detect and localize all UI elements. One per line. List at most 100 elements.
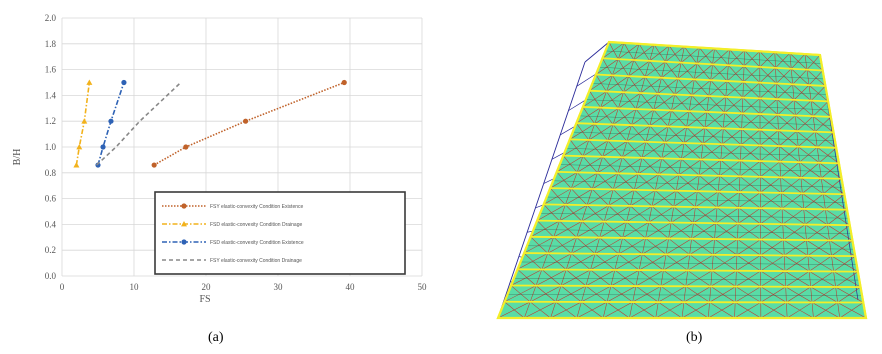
element-edge bbox=[771, 208, 783, 217]
data-point bbox=[81, 118, 88, 124]
element-edge bbox=[672, 286, 686, 295]
element-edge bbox=[783, 239, 785, 256]
element-edge bbox=[642, 109, 654, 118]
element-edge bbox=[806, 62, 814, 70]
element-edge bbox=[582, 156, 591, 165]
element-edge bbox=[571, 180, 585, 189]
element-edge bbox=[823, 193, 826, 210]
element-edge bbox=[632, 245, 643, 255]
element-edge bbox=[804, 54, 808, 70]
element-edge bbox=[728, 199, 739, 209]
legend-swatch-marker bbox=[181, 221, 187, 227]
element-edge bbox=[555, 285, 562, 302]
caption-b: (b) bbox=[686, 330, 703, 345]
element-edge bbox=[541, 253, 549, 270]
element-edge bbox=[658, 230, 669, 239]
element-edge bbox=[634, 189, 644, 199]
element-edge bbox=[770, 168, 781, 178]
element-edge bbox=[586, 204, 596, 214]
element-edge bbox=[783, 75, 793, 85]
element-edge bbox=[735, 286, 749, 295]
x-tick-label: 30 bbox=[274, 282, 284, 292]
element-edge bbox=[739, 191, 750, 201]
element-edge bbox=[655, 246, 667, 255]
element-edge bbox=[829, 240, 832, 256]
element-edge bbox=[708, 80, 711, 97]
mesh-edges bbox=[497, 41, 867, 319]
element-edge bbox=[631, 117, 643, 126]
element-edge bbox=[714, 223, 717, 240]
element-edge bbox=[640, 92, 648, 102]
element-edge bbox=[723, 112, 725, 129]
row-line bbox=[553, 180, 844, 188]
element-edge bbox=[735, 65, 745, 74]
element-edge bbox=[576, 229, 591, 238]
element-edge bbox=[600, 132, 609, 141]
element-edge bbox=[676, 190, 686, 200]
element-edge bbox=[619, 124, 632, 134]
element-edge bbox=[732, 120, 742, 130]
element-edge bbox=[649, 109, 654, 126]
element-edge bbox=[576, 164, 591, 173]
element-edge bbox=[661, 69, 672, 78]
element-edge bbox=[629, 92, 641, 101]
element-edge bbox=[677, 78, 685, 88]
element-edge bbox=[590, 261, 605, 271]
element-edge bbox=[570, 285, 587, 295]
element-edge bbox=[563, 180, 572, 189]
element-edge bbox=[769, 130, 779, 139]
element-edge bbox=[538, 236, 554, 246]
element-edge bbox=[825, 132, 834, 140]
element-edge bbox=[610, 269, 616, 287]
element-edge bbox=[735, 278, 749, 287]
element-edge bbox=[560, 277, 577, 286]
element-edge bbox=[697, 175, 700, 192]
element-edge bbox=[687, 70, 695, 80]
element-edge bbox=[731, 136, 742, 146]
element-edge bbox=[655, 238, 669, 247]
element-edge bbox=[576, 147, 584, 157]
element-edge bbox=[759, 98, 769, 107]
element-edge bbox=[806, 69, 810, 86]
element-edge bbox=[668, 118, 679, 127]
element-edge bbox=[700, 143, 704, 160]
element-edge bbox=[607, 140, 616, 150]
element-edge bbox=[648, 222, 659, 231]
element-edge bbox=[569, 139, 577, 148]
legend-item: FSY elastic-convexity Condition Existenc… bbox=[162, 203, 304, 210]
element-edge bbox=[713, 246, 726, 256]
element-edge bbox=[849, 294, 864, 303]
element-edge bbox=[820, 101, 829, 109]
element-edge bbox=[829, 232, 840, 241]
chart-a: 0.0 0.2 0.4 0.6 0.8 1.0 1.2 1.4 1.6 1.8 2.0 0 10 20 3… bbox=[12, 13, 427, 305]
element-edge bbox=[760, 231, 772, 240]
layer-band bbox=[517, 268, 858, 273]
element-edge bbox=[582, 123, 595, 132]
element-edge bbox=[799, 69, 808, 78]
element-edge bbox=[633, 43, 640, 61]
element-edge bbox=[617, 75, 629, 85]
element-edge bbox=[565, 188, 572, 205]
element-edge bbox=[743, 58, 753, 67]
element-edge bbox=[689, 238, 692, 255]
element-edge bbox=[706, 96, 710, 112]
element-edge bbox=[624, 116, 632, 126]
mesh-bands bbox=[498, 41, 866, 319]
element-edge bbox=[555, 301, 567, 311]
element-edge bbox=[728, 57, 737, 66]
element-edge bbox=[681, 95, 692, 104]
element-edge bbox=[585, 237, 600, 246]
element-edge bbox=[759, 59, 768, 68]
y-tick-label: 0.4 bbox=[45, 219, 57, 229]
element-edge bbox=[595, 140, 609, 149]
element-edge bbox=[749, 223, 761, 232]
element-edge bbox=[775, 60, 784, 69]
element-edge bbox=[723, 278, 736, 287]
element-edge bbox=[576, 301, 582, 319]
element-edge bbox=[663, 254, 667, 271]
element-edge bbox=[569, 155, 584, 165]
element-edge bbox=[770, 200, 783, 209]
element-edge bbox=[576, 156, 584, 173]
element-edge bbox=[712, 56, 722, 65]
element-edge bbox=[651, 77, 662, 86]
